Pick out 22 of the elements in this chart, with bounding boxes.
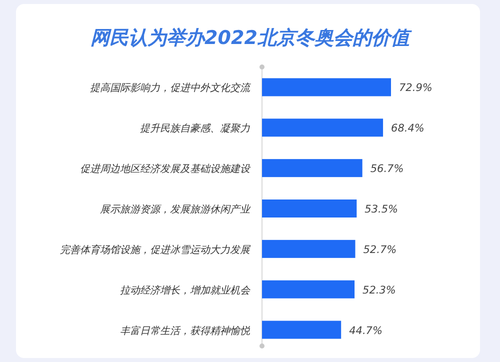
y-tick-label: 促进周边地区经济发展及基础设施建设 xyxy=(80,163,251,176)
data-label: 53.5% xyxy=(364,204,398,216)
data-label: 68.4% xyxy=(391,122,424,135)
data-label: 72.9% xyxy=(399,82,432,94)
y-tick-label: 提升民族自豪感、凝聚力 xyxy=(140,122,250,135)
data-label: 52.7% xyxy=(363,244,397,256)
bar xyxy=(262,240,356,258)
y-tick-label: 丰富日常生活，获得精神愉悦 xyxy=(120,324,251,337)
chart-title: 网民认为举办2022北京冬奥会的价值 xyxy=(90,27,412,49)
data-label: 52.3% xyxy=(362,284,396,296)
bar xyxy=(262,280,355,298)
bar xyxy=(262,200,357,218)
bar xyxy=(262,320,342,339)
data-label: 44.7% xyxy=(349,324,382,337)
bar xyxy=(262,78,391,96)
data-label: 56.7% xyxy=(370,163,404,176)
y-tick-label: 拉动经济增长，增加就业机会 xyxy=(120,284,251,296)
bar xyxy=(262,118,384,137)
bar xyxy=(262,159,362,178)
y-tick-label: 展示旅游资源，发展旅游休闲产业 xyxy=(100,204,251,216)
y-tick-label: 完善体育场馆设施，促进冰雪运动大力发展 xyxy=(60,244,251,256)
y-tick-label: 提高国际影响力，促进中外文化交流 xyxy=(90,82,252,94)
